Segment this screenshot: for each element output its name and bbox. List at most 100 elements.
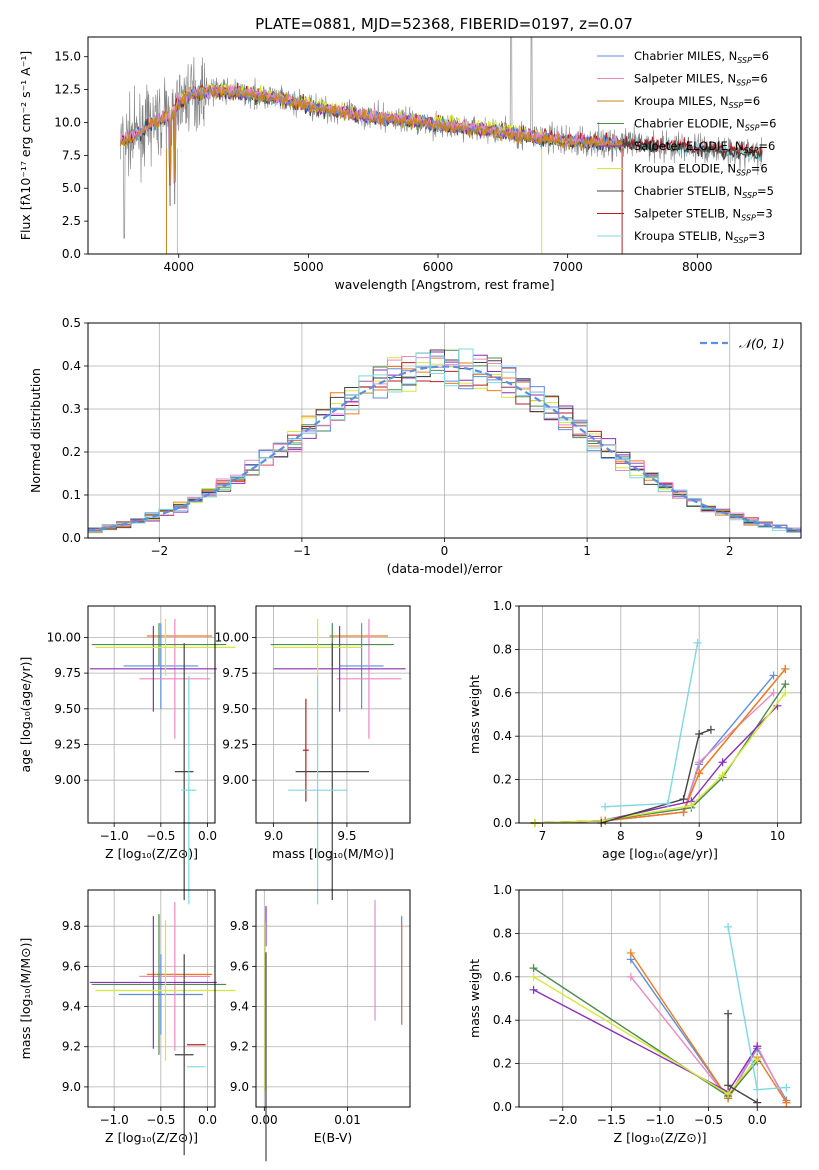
x-tick-label: −1.0: [100, 829, 129, 843]
y-tick-label: 0.6: [493, 686, 512, 700]
weight-line-chabrier-miles: [534, 674, 775, 824]
x-tick-label: −1.5: [597, 1113, 626, 1127]
weight-point-marker: [718, 758, 727, 767]
x-axis-label: Z [log₁₀(Z/Z⊙)]: [614, 1130, 707, 1145]
y-tick-label: 9.8: [230, 919, 249, 933]
x-tick-label: −0.5: [146, 1113, 175, 1127]
y-tick-label: 10.0: [54, 115, 81, 129]
weight-point-marker: [781, 688, 790, 697]
weight-point-marker: [695, 769, 704, 778]
x-tick-label: 0.0: [198, 829, 217, 843]
x-tick-label: 7000: [552, 260, 583, 274]
weight-point-marker: [782, 1083, 791, 1092]
axes-frame: [255, 605, 411, 824]
x-tick-label: 9: [695, 829, 703, 843]
legend-label: Kroupa STELIB, NSSP=3: [634, 229, 765, 245]
y-tick-label: 0.0: [493, 816, 512, 830]
axes-frame: [87, 605, 216, 824]
weight-line-salpeter-miles: [630, 976, 788, 1103]
x-tick-label: 0.0: [748, 1113, 767, 1127]
y-tick-label: 9.2: [230, 1040, 249, 1054]
y-tick-label: 0.5: [62, 316, 81, 330]
y-tick-label: 9.6: [62, 959, 81, 973]
y-tick-label: 0.8: [493, 642, 512, 656]
y-tick-label: 9.25: [54, 737, 81, 751]
weight-point-marker: [769, 688, 778, 697]
y-tick-label: 0.4: [493, 729, 512, 743]
y-axis-label: mass weight: [467, 675, 482, 754]
weight-line-kroupa-stelib: [605, 642, 699, 808]
histogram-step-kroupa-stelib: [88, 348, 801, 533]
y-tick-label: 9.0: [230, 1080, 249, 1094]
gaussian-curve: [87, 365, 802, 532]
x-tick-label: −1.0: [645, 1113, 674, 1127]
legend-label: Chabrier ELODIE, NSSP=6: [634, 117, 776, 133]
x-tick-label: 2: [726, 544, 734, 558]
weight-point-marker: [529, 972, 538, 981]
legend-label: Salpeter MILES, NSSP=6: [634, 72, 768, 88]
x-tick-label: 8: [617, 829, 625, 843]
weight-point-marker: [529, 964, 538, 973]
y-tick-label: 9.6: [230, 959, 249, 973]
axes-frame: [518, 889, 802, 1108]
x-tick-label: 0: [441, 544, 449, 558]
histogram-step-chabrier-stelib: [88, 349, 801, 532]
y-tick-label: 0.4: [493, 1013, 512, 1027]
x-axis-label: age [log₁₀(age/yr)]: [602, 846, 718, 861]
residual-histogram-panel: −2 −1 0 1 2 0.0 0.1 0.2 0.3 0.4 0.5 (data-model)/er…: [28, 316, 802, 576]
mass-age-panel: 9.0 9.5 9.00 9.25 9.50 9.75 10.00 mass [log₁₀(M…: [215, 605, 411, 905]
y-tick-label: 9.4: [230, 1000, 249, 1014]
legend-label: Kroupa MILES, NSSP=6: [634, 94, 760, 110]
weight-point-marker: [695, 730, 704, 739]
spectrum-panel: 4000 5000 6000 7000 8000 0.0 2.5 5.0 7.5 10.0 12.5…: [18, 36, 802, 292]
y-tick-label: 5.0: [62, 181, 81, 195]
legend-label: Salpeter STELIB, NSSP=3: [634, 207, 773, 223]
y-axis-label: age [log₁₀(age/yr)]: [18, 657, 33, 773]
spectrum-legend: Chabrier MILES, NSSP=6 Salpeter MILES, NS…: [597, 49, 776, 245]
y-tick-label: 0.2: [493, 1057, 512, 1071]
weight-point-marker: [781, 664, 790, 673]
x-tick-label: −2: [150, 544, 168, 558]
ebv-mass-panel: 0.00 0.01 9.0 9.2 9.4 9.6 9.8 E(B-V): [230, 889, 411, 1162]
x-tick-label: 10: [770, 829, 785, 843]
x-tick-label: 9.5: [337, 829, 356, 843]
y-tick-label: 0.1: [62, 488, 81, 502]
x-tick-label: −0.5: [694, 1113, 723, 1127]
weight-line-chabrier-elodie: [533, 967, 758, 1098]
y-tick-label: 7.5: [62, 148, 81, 162]
y-tick-label: 9.75: [222, 666, 249, 680]
y-axis-label: Flux [fλ10⁻¹⁷ erg cm⁻² s⁻¹ A⁻¹]: [18, 51, 33, 240]
weight-point-marker: [663, 799, 672, 808]
x-tick-label: 1: [583, 544, 591, 558]
weight-point-marker: [769, 671, 778, 680]
y-tick-label: 0.6: [493, 970, 512, 984]
y-tick-label: 9.75: [54, 666, 81, 680]
x-tick-label: −0.5: [146, 829, 175, 843]
x-tick-label: 0.0: [198, 1113, 217, 1127]
age-weight-panel: 7 8 9 10 0.0 0.2 0.4 0.6 0.8 1.0 age [log₁₀(age/yr…: [467, 599, 802, 861]
weight-point-marker: [529, 985, 538, 994]
x-axis-label: (data-model)/error: [387, 561, 504, 576]
y-tick-label: 12.5: [54, 83, 81, 97]
weight-point-marker: [718, 771, 727, 780]
y-axis-label: Normed distribution: [28, 368, 43, 493]
y-tick-label: 10.00: [47, 630, 81, 644]
x-axis-label: Z [log₁₀(Z/Z⊙)]: [105, 846, 198, 861]
y-tick-label: 0.0: [493, 1100, 512, 1114]
z-mass-panel: −1.0 −0.5 0.0 9.0 9.2 9.4 9.6 9.8 Z [log₁₀(Z/Z⊙)…: [18, 889, 236, 1156]
weight-point-marker: [782, 1098, 791, 1107]
y-tick-label: 0.0: [62, 531, 81, 545]
weight-point-marker: [679, 795, 688, 804]
x-tick-label: 9.0: [264, 829, 283, 843]
x-tick-label: 5000: [293, 260, 324, 274]
x-tick-label: 6000: [423, 260, 454, 274]
z-weight-panel: −2.0 −1.5 −1.0 −0.5 0.0 0.0 0.2 0.4 0.6 0.8 1.0 Z […: [467, 883, 802, 1145]
y-axis-label: mass [log₁₀(M/M⊙)]: [18, 938, 33, 1060]
y-tick-label: 9.50: [222, 702, 249, 716]
weight-point-marker: [724, 1081, 733, 1090]
y-tick-label: 0.3: [62, 402, 81, 416]
weight-point-marker: [626, 948, 635, 957]
axes-frame: [87, 322, 802, 539]
y-tick-label: 9.4: [62, 1000, 81, 1014]
